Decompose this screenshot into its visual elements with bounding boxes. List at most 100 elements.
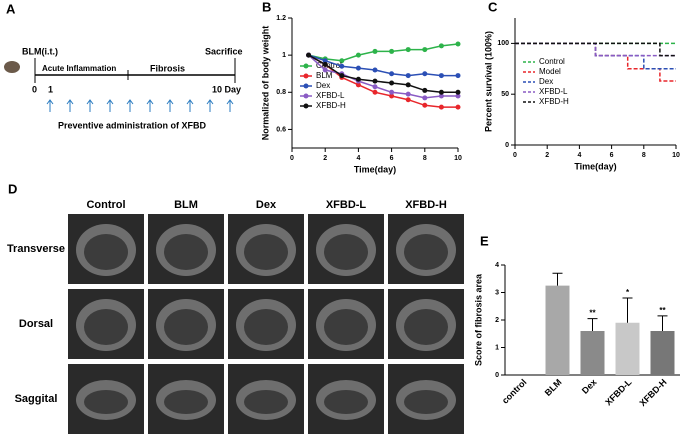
x-tick-label: 8: [423, 155, 427, 162]
point: [372, 89, 378, 95]
lung-tissue: [84, 234, 128, 270]
lung-tissue: [244, 234, 288, 270]
point: [405, 91, 411, 97]
point: [422, 87, 428, 93]
y-tick-label: 1.2: [276, 15, 286, 22]
panel-label: E: [480, 233, 489, 248]
point: [355, 82, 361, 88]
arrow: [146, 99, 154, 112]
x-tick-label: 0: [290, 155, 294, 162]
y-tick-label: 0.6: [276, 126, 286, 133]
point: [355, 65, 361, 71]
y-tick-label: 0: [505, 142, 509, 149]
legend-label: Control: [316, 61, 342, 70]
x-axis-label: Time(day): [574, 161, 616, 171]
point: [339, 73, 345, 79]
lung-tissue: [404, 309, 448, 345]
legend-label: BLM: [316, 71, 333, 80]
point: [339, 58, 345, 64]
point: [372, 48, 378, 54]
label: 1: [48, 84, 53, 94]
lung-tissue: [244, 390, 288, 414]
admin-arrows: [46, 99, 234, 112]
point: [322, 58, 328, 64]
panel-d: D Control BLM Dex XFBD-L XFBD-H Transverse Dor…: [7, 181, 464, 434]
x-tick-label: Dex: [580, 377, 599, 396]
lung-tissue: [324, 234, 368, 270]
row-label: Transverse: [7, 243, 65, 255]
x-tick-label: 6: [390, 155, 394, 162]
legend-label: Model: [539, 67, 561, 76]
x-tick-label: 6: [610, 152, 614, 159]
lung-tissue: [84, 390, 128, 414]
legend-label: XFBD-L: [316, 91, 345, 100]
point: [322, 61, 328, 67]
x-tick-label: 2: [323, 155, 327, 162]
point: [389, 71, 395, 77]
lung-tissue: [84, 309, 128, 345]
annotation: **: [589, 309, 596, 318]
panel-label: B: [262, 0, 271, 14]
x-tick-label: control: [500, 377, 529, 406]
legend-marker: [303, 63, 309, 69]
point: [372, 84, 378, 90]
label: Fibrosis: [150, 63, 185, 73]
arrow: [46, 99, 54, 112]
label: 10 Day: [212, 84, 241, 94]
point: [339, 63, 345, 69]
lung-tissue: [404, 390, 448, 414]
x-tick-label: 10: [672, 152, 680, 159]
lung-tissue: [244, 309, 288, 345]
bar: [615, 322, 640, 375]
y-tick-label: 1: [495, 344, 499, 351]
x-tick-label: 4: [356, 155, 360, 162]
series-line: [308, 54, 458, 108]
legend-marker: [303, 93, 309, 99]
point: [405, 97, 411, 103]
series-line: [308, 54, 458, 99]
panel-a: A BLM(i.t.) Sacrifice Acute Inflammation…: [4, 1, 243, 130]
series-line: [308, 43, 459, 62]
series-line: [308, 54, 458, 94]
x-tick-label: 2: [545, 152, 549, 159]
legend-marker: [303, 73, 309, 79]
x-tick-label: 4: [577, 152, 581, 159]
y-axis-label: Normalized of body weight: [260, 26, 270, 141]
point: [389, 48, 395, 54]
arrow: [126, 99, 134, 112]
y-tick-label: 100: [497, 40, 509, 47]
label: Sacrifice: [205, 46, 243, 56]
legend-label: XFBD-L: [539, 87, 568, 96]
x-tick-label: 0: [513, 152, 517, 159]
point: [422, 95, 428, 101]
y-tick-label: 50: [501, 91, 509, 98]
point: [438, 93, 444, 99]
y-axis-label: Percent survival (100%): [483, 31, 493, 132]
column-header: Dex: [256, 199, 277, 211]
panel-label: A: [6, 1, 16, 16]
point: [389, 80, 395, 86]
legend-label: XFBD-H: [539, 97, 569, 106]
column-header: XFBD-L: [326, 199, 367, 211]
point: [438, 43, 444, 49]
bar: [545, 285, 570, 375]
row-label: Dorsal: [19, 318, 53, 330]
error-bar: [657, 315, 668, 331]
arrow: [186, 99, 194, 112]
x-tick-label: 10: [454, 155, 462, 162]
point: [438, 89, 444, 95]
bar: [650, 331, 675, 375]
point: [455, 89, 461, 95]
panel-label: D: [8, 181, 17, 196]
point: [322, 67, 328, 73]
legend-label: Dex: [539, 77, 553, 86]
x-tick-label: XFBD-H: [637, 377, 668, 408]
error-bar: [552, 272, 563, 286]
legend-label: Control: [539, 57, 565, 66]
point: [438, 104, 444, 110]
error-bar: [622, 297, 633, 323]
point: [455, 41, 461, 47]
point: [455, 93, 461, 99]
point: [405, 47, 411, 53]
